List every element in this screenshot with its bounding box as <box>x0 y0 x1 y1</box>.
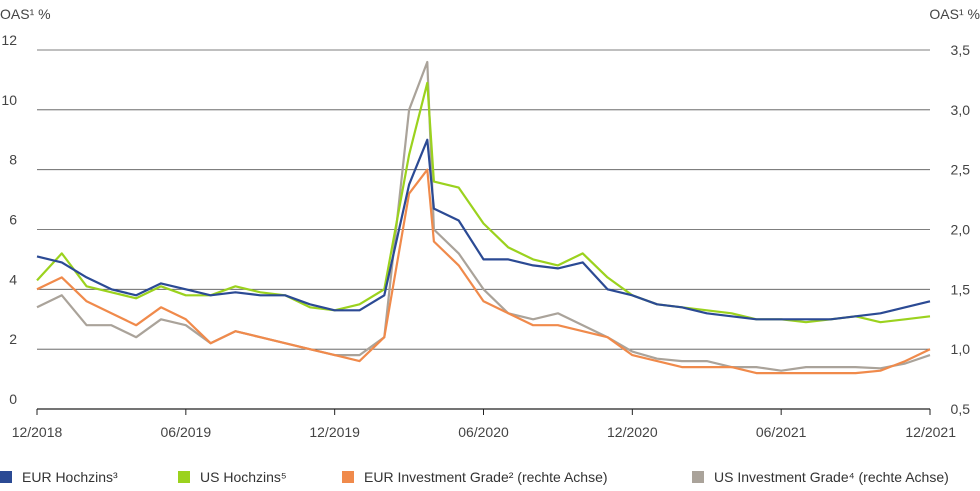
left-y-tick-label: 10 <box>1 92 17 108</box>
legend-item-us-high-yield: US Hochzins⁵ <box>178 469 287 485</box>
legend-item-eur-investment-grade: EUR Investment Grade² (rechte Achse) <box>342 469 608 485</box>
left-y-tick-label: 4 <box>9 271 17 287</box>
right-y-tick-label: 0,5 <box>951 401 971 417</box>
left-y-tick-label: 2 <box>9 331 17 347</box>
legend-swatch-us-high-yield <box>178 471 190 483</box>
left-y-tick-label: 12 <box>1 32 17 48</box>
x-tick-label: 12/2018 <box>12 424 63 440</box>
left-y-tick-labels: 0 2 4 6 8 10 12 <box>1 32 17 407</box>
x-tick-label: 12/2020 <box>607 424 658 440</box>
x-tick-labels: 12/2018 06/2019 12/2019 06/2020 12/2020 06/20… <box>12 424 957 440</box>
left-y-tick-label: 6 <box>9 212 17 228</box>
left-y-tick-label: 8 <box>9 152 17 168</box>
legend-label-us-high-yield: US Hochzins⁵ <box>200 469 287 485</box>
legend-swatch-us-investment-grade <box>692 471 704 483</box>
series-line-3 <box>36 60 931 372</box>
x-tick-label: 06/2021 <box>756 424 807 440</box>
legend-item-eur-high-yield: EUR Hochzins³ <box>0 469 118 485</box>
right-axis-title: OAS¹ % <box>929 6 980 22</box>
legend: EUR Hochzins³ US Hochzins⁵ EUR Investmen… <box>0 469 980 491</box>
left-axis-title: OAS¹ % <box>0 6 51 22</box>
legend-label-eur-investment-grade: EUR Investment Grade² (rechte Achse) <box>364 469 608 485</box>
x-tick-label: 12/2019 <box>309 424 360 440</box>
gridlines <box>36 49 931 415</box>
right-y-tick-label: 1,5 <box>951 281 971 297</box>
right-y-tick-label: 1,0 <box>951 341 971 357</box>
right-y-tick-label: 3,5 <box>951 42 971 58</box>
legend-label-eur-high-yield: EUR Hochzins³ <box>22 469 118 485</box>
right-y-tick-label: 2,5 <box>951 162 971 178</box>
left-y-tick-label: 0 <box>9 391 17 407</box>
series-line-2 <box>36 168 931 375</box>
legend-swatch-eur-high-yield <box>0 471 12 483</box>
legend-label-us-investment-grade: US Investment Grade⁴ (rechte Achse) <box>714 469 949 485</box>
legend-item-us-investment-grade: US Investment Grade⁴ (rechte Achse) <box>692 469 949 485</box>
right-y-tick-label: 3,0 <box>951 102 971 118</box>
right-y-tick-label: 2,0 <box>951 222 971 238</box>
series-line-0 <box>36 138 931 321</box>
x-tick-label: 06/2019 <box>161 424 212 440</box>
x-tick-label: 12/2021 <box>905 424 956 440</box>
x-tick-label: 06/2020 <box>458 424 509 440</box>
legend-swatch-eur-investment-grade <box>342 471 354 483</box>
right-y-tick-labels: 0,5 1,0 1,5 2,0 2,5 3,0 3,5 <box>951 42 971 417</box>
series-lines <box>36 60 931 375</box>
